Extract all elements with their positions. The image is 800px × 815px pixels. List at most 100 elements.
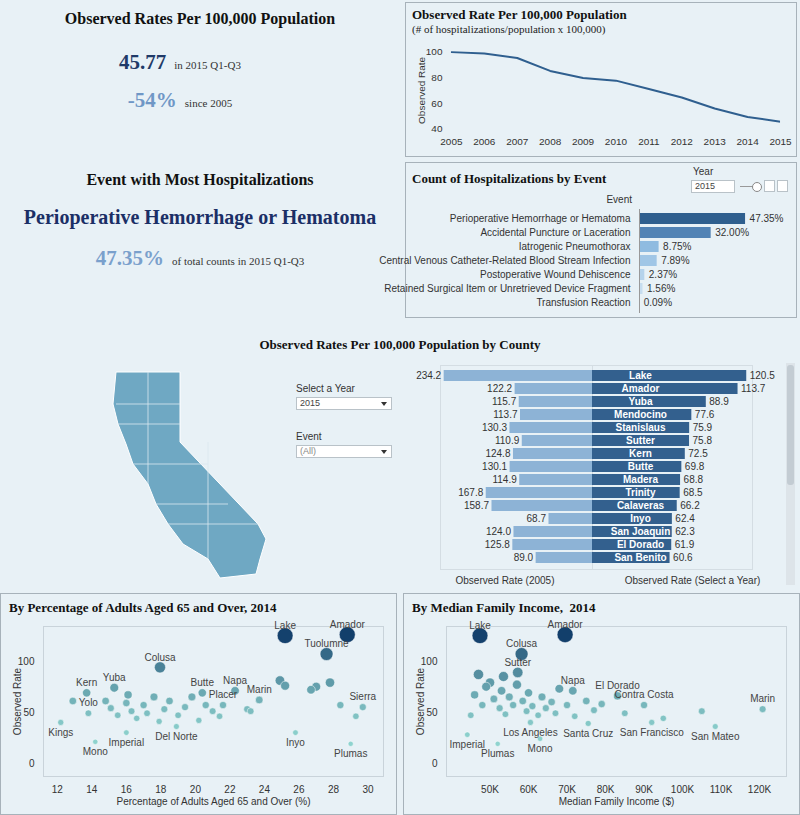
svg-text:2010: 2010 <box>605 136 628 147</box>
svg-text:50K: 50K <box>481 784 499 795</box>
svg-text:89.0: 89.0 <box>514 552 534 563</box>
svg-text:Lake: Lake <box>629 370 652 381</box>
svg-text:88.9: 88.9 <box>709 396 729 407</box>
svg-text:60K: 60K <box>520 784 538 795</box>
svg-text:12: 12 <box>52 784 64 795</box>
svg-text:167.8: 167.8 <box>458 487 483 498</box>
svg-text:120K: 120K <box>748 784 772 795</box>
svg-text:0: 0 <box>432 758 438 769</box>
svg-text:124.8: 124.8 <box>485 448 510 459</box>
svg-text:68.7: 68.7 <box>527 513 547 524</box>
svg-text:Observed Rate: Observed Rate <box>415 667 426 735</box>
svg-text:Butte: Butte <box>191 677 215 688</box>
svg-text:24: 24 <box>259 784 271 795</box>
svg-text:1.56%: 1.56% <box>647 283 675 294</box>
svg-text:130.3: 130.3 <box>482 422 507 433</box>
svg-text:Napa: Napa <box>561 675 585 686</box>
svg-text:28: 28 <box>328 784 340 795</box>
svg-text:113.7: 113.7 <box>493 409 518 420</box>
svg-text:2006: 2006 <box>473 136 496 147</box>
svg-text:Accidental Puncture or Lacerat: Accidental Puncture or Laceration <box>480 227 630 238</box>
svg-text:90K: 90K <box>635 784 653 795</box>
svg-text:Perioperative Hemorrhage or He: Perioperative Hemorrhage or Hematoma <box>450 213 631 224</box>
svg-text:100K: 100K <box>671 784 695 795</box>
svg-text:234.2: 234.2 <box>416 370 441 381</box>
svg-text:San Francisco: San Francisco <box>620 727 684 738</box>
svg-text:66.2: 66.2 <box>680 500 700 511</box>
svg-text:Colusa: Colusa <box>506 638 538 649</box>
svg-text:30: 30 <box>362 784 374 795</box>
svg-text:Inyo: Inyo <box>630 513 651 524</box>
svg-text:75.8: 75.8 <box>693 435 713 446</box>
svg-text:62.4: 62.4 <box>675 513 695 524</box>
svg-text:Mono: Mono <box>528 743 553 754</box>
svg-text:2014: 2014 <box>737 136 760 147</box>
svg-text:100: 100 <box>421 656 438 667</box>
svg-text:22: 22 <box>224 784 236 795</box>
svg-text:14: 14 <box>86 784 98 795</box>
svg-text:Sutter: Sutter <box>504 657 531 668</box>
svg-text:Del Norte: Del Norte <box>155 731 198 742</box>
svg-text:40: 40 <box>431 123 443 134</box>
svg-text:Trinity: Trinity <box>625 487 655 498</box>
svg-text:Mendocino: Mendocino <box>614 409 667 420</box>
svg-text:2012: 2012 <box>671 136 694 147</box>
svg-text:Plumas: Plumas <box>334 748 367 759</box>
svg-text:2005: 2005 <box>440 136 463 147</box>
svg-text:El Dorado: El Dorado <box>617 539 664 550</box>
svg-text:75.9: 75.9 <box>693 422 713 433</box>
svg-text:Mono: Mono <box>83 746 108 757</box>
svg-text:60: 60 <box>431 98 443 109</box>
svg-text:Marin: Marin <box>247 684 272 695</box>
svg-text:Yuba: Yuba <box>629 396 653 407</box>
svg-text:Colusa: Colusa <box>144 652 176 663</box>
svg-text:Plumas: Plumas <box>481 748 514 759</box>
svg-text:Inyo: Inyo <box>286 737 305 748</box>
svg-text:70K: 70K <box>558 784 576 795</box>
svg-text:Amador: Amador <box>548 619 584 630</box>
svg-text:122.2: 122.2 <box>487 383 512 394</box>
svg-text:100: 100 <box>426 46 443 57</box>
svg-text:69.8: 69.8 <box>685 461 705 472</box>
svg-text:110.9: 110.9 <box>495 435 520 446</box>
svg-text:77.6: 77.6 <box>695 409 715 420</box>
svg-text:20: 20 <box>190 784 202 795</box>
svg-text:Stanislaus: Stanislaus <box>615 422 665 433</box>
svg-text:San Benito: San Benito <box>614 552 666 563</box>
svg-text:26: 26 <box>293 784 305 795</box>
svg-text:Napa: Napa <box>223 675 247 686</box>
svg-text:2011: 2011 <box>638 136 660 147</box>
svg-text:50: 50 <box>23 707 35 718</box>
svg-text:2007: 2007 <box>506 136 529 147</box>
svg-text:72.5: 72.5 <box>688 448 708 459</box>
svg-text:San Mateo: San Mateo <box>691 731 740 742</box>
svg-text:Imperial: Imperial <box>450 739 486 750</box>
svg-text:Placer: Placer <box>209 689 238 700</box>
svg-text:47.35%: 47.35% <box>750 213 784 224</box>
svg-text:2.37%: 2.37% <box>649 269 677 280</box>
svg-text:San Joaquin: San Joaquin <box>611 526 670 537</box>
svg-text:124.0: 124.0 <box>486 526 511 537</box>
svg-text:Transfusion Reaction: Transfusion Reaction <box>536 297 630 308</box>
svg-text:Calaveras: Calaveras <box>617 500 665 511</box>
svg-text:Retained Surgical Item or Unre: Retained Surgical Item or Unretrieved De… <box>384 283 630 294</box>
svg-text:115.7: 115.7 <box>492 396 517 407</box>
svg-text:68.8: 68.8 <box>684 474 704 485</box>
svg-text:Sierra: Sierra <box>349 691 376 702</box>
svg-text:Los Angeles: Los Angeles <box>503 727 558 738</box>
svg-text:Lake: Lake <box>469 620 491 631</box>
svg-text:Lake: Lake <box>274 620 296 631</box>
svg-text:Yolo: Yolo <box>79 697 99 708</box>
svg-text:130.1: 130.1 <box>482 461 507 472</box>
svg-text:110K: 110K <box>710 784 733 795</box>
svg-text:Sutter: Sutter <box>626 435 655 446</box>
svg-text:68.5: 68.5 <box>683 487 703 498</box>
svg-text:125.8: 125.8 <box>485 539 510 550</box>
svg-text:158.7: 158.7 <box>464 500 489 511</box>
svg-text:2009: 2009 <box>572 136 595 147</box>
svg-text:Percentage of Adults Aged 65 a: Percentage of Adults Aged 65 and Over (%… <box>116 796 310 807</box>
svg-text:0.09%: 0.09% <box>644 297 672 308</box>
svg-text:Observed Rate: Observed Rate <box>12 667 23 735</box>
svg-text:2008: 2008 <box>539 136 562 147</box>
svg-text:Kern: Kern <box>629 448 652 459</box>
